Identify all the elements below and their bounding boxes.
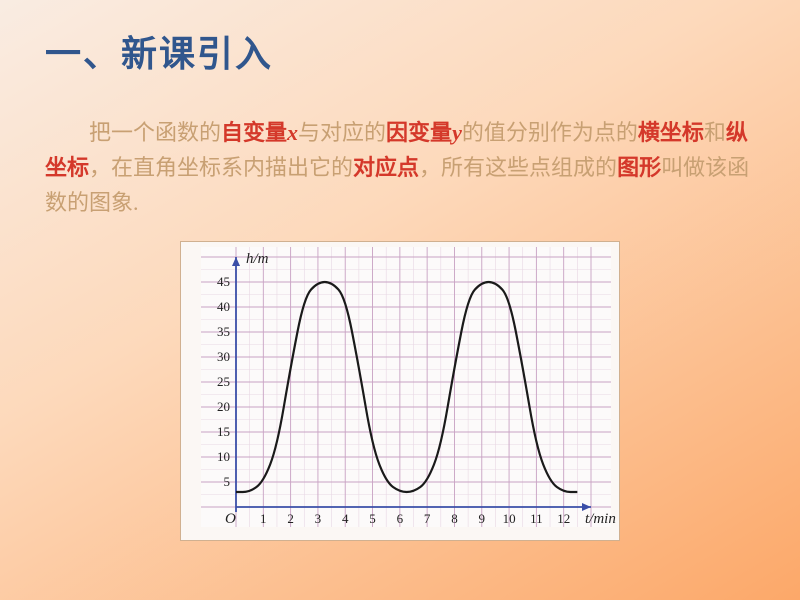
txt: 和 [704, 120, 726, 145]
svg-text:40: 40 [217, 299, 230, 314]
svg-text:10: 10 [217, 449, 230, 464]
page-title: 一、新课引入 [45, 25, 755, 77]
svg-text:O: O [225, 511, 236, 527]
svg-text:8: 8 [451, 511, 458, 526]
svg-text:35: 35 [217, 324, 230, 339]
svg-text:5: 5 [369, 511, 376, 526]
txt: ，在直角坐标系内描出它的 [89, 155, 353, 180]
svg-text:6: 6 [397, 511, 404, 526]
svg-text:45: 45 [217, 274, 230, 289]
txt: ，所有这些点组成的 [419, 155, 617, 180]
svg-text:h/m: h/m [246, 251, 269, 267]
svg-text:7: 7 [424, 511, 431, 526]
hl-x-var: 自变量x [221, 120, 298, 145]
hl-y-var: 因变量y [386, 120, 462, 145]
svg-text:25: 25 [217, 374, 230, 389]
svg-text:30: 30 [217, 349, 230, 364]
svg-text:2: 2 [287, 511, 294, 526]
txt: 的值分别作为点的 [462, 120, 638, 145]
svg-text:5: 5 [224, 474, 231, 489]
slide: 一、新课引入 把一个函数的自变量x与对应的因变量y的值分别作为点的横坐标和纵坐标… [0, 0, 800, 600]
svg-text:11: 11 [530, 511, 543, 526]
chart-svg: 51015202530354045123456789101112h/mt/min… [181, 242, 621, 542]
svg-text:10: 10 [503, 511, 516, 526]
hl-hcoord: 横坐标 [638, 120, 704, 145]
txt: 与对应的 [298, 120, 386, 145]
svg-text:3: 3 [315, 511, 322, 526]
svg-text:20: 20 [217, 399, 230, 414]
intro-paragraph: 把一个函数的自变量x与对应的因变量y的值分别作为点的横坐标和纵坐标，在直角坐标系… [45, 115, 755, 221]
svg-text:12: 12 [557, 511, 570, 526]
hl-point: 对应点 [353, 155, 419, 180]
txt: 把一个函数的 [89, 120, 221, 145]
svg-text:4: 4 [342, 511, 349, 526]
svg-text:1: 1 [260, 511, 267, 526]
function-chart: 51015202530354045123456789101112h/mt/min… [180, 241, 620, 541]
hl-graph: 图形 [617, 155, 661, 180]
svg-text:t/min: t/min [585, 511, 616, 527]
svg-text:15: 15 [217, 424, 230, 439]
svg-text:9: 9 [479, 511, 486, 526]
